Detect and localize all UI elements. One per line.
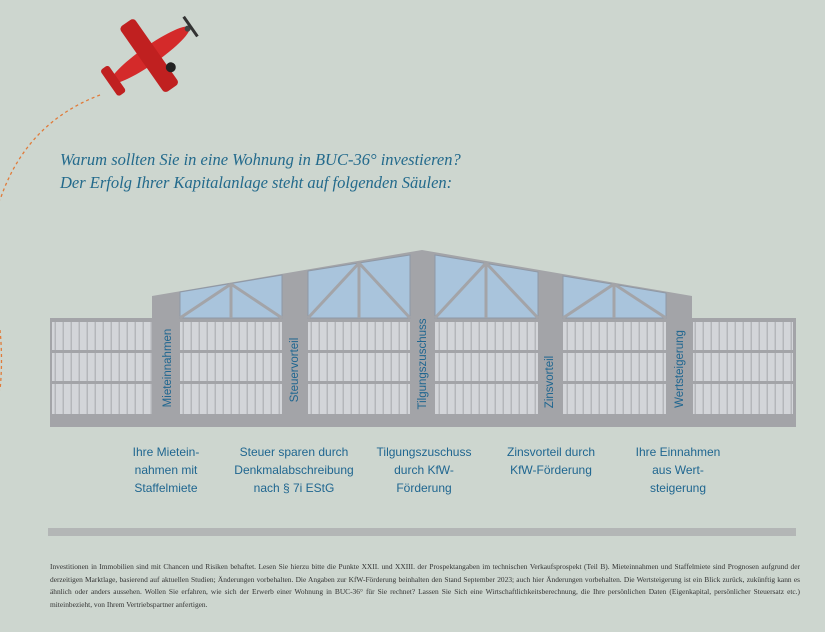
page-title: Warum sollten Sie in eine Wohnung in BUC…	[60, 148, 461, 194]
pillar-label: Wertsteigerung	[674, 330, 686, 408]
pillar-caption: Ihre Mietein-nahmen mit Staffelmiete	[132, 445, 200, 495]
pillar-caption: Tilgungszuschuss durch KfW- Förderung	[376, 445, 472, 495]
plane-trail	[0, 94, 101, 391]
pillar-label: Mieteinnahmen	[162, 329, 174, 408]
divider	[48, 528, 796, 536]
disclaimer: Investitionen in Immobilien sind mit Cha…	[50, 562, 800, 609]
pillar-caption: Ihre Einnahmen aus Wert-steigerung	[635, 445, 721, 495]
pillar-caption: Steuer sparen durch Denkmalabschreibung na…	[234, 445, 354, 495]
building: Mieteinnahmen Steuervorteil Tilgungszusc…	[50, 250, 796, 427]
airplane-icon	[101, 15, 199, 96]
title-line-2: Der Erfolg Ihrer Kapitalanlage steht auf…	[60, 173, 453, 192]
pillar-label: Zinsvorteil	[544, 356, 556, 408]
pillar-label: Tilgungszuschuss	[417, 318, 429, 409]
pillar-caption: Zinsvorteil durch KfW-Förderung	[506, 445, 596, 477]
title-line-1: Warum sollten Sie in eine Wohnung in BUC…	[60, 150, 461, 169]
pillar-label: Steuervorteil	[289, 338, 301, 403]
